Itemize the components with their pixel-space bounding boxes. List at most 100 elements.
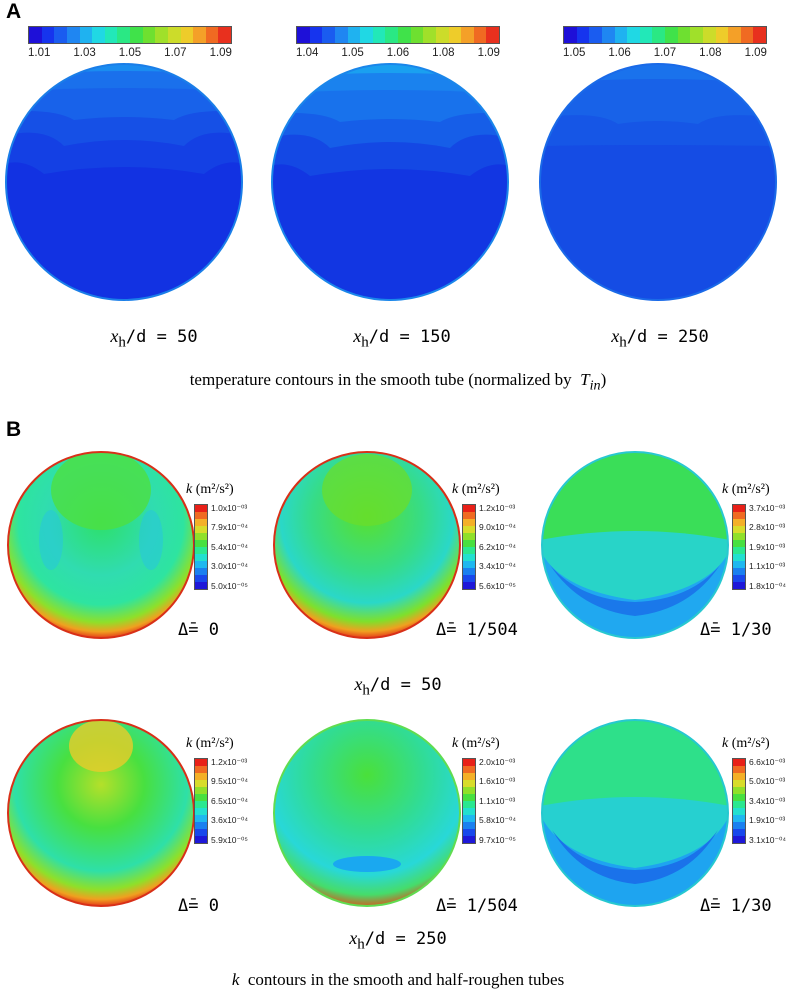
delta-label-r1-c2: Δ̄= 1/504	[436, 620, 518, 640]
colorbar-a2: 1.04 1.05 1.06 1.08 1.09	[296, 26, 500, 59]
colorbar-tick: 1.08	[432, 47, 455, 59]
colorbar-tick: 1.05	[563, 47, 586, 59]
k-tick: 3.6x10⁻⁰⁴	[211, 815, 249, 826]
caption-symbol: k	[231, 970, 240, 989]
temperature-contour-a3	[539, 63, 777, 301]
position-label-a1: xh/d = 50	[74, 326, 234, 352]
colorbar-tick: 1.05	[118, 47, 142, 59]
position-sub: h	[357, 936, 365, 953]
k-colorbar-r2-c2	[462, 758, 476, 844]
colorbar-tick: 1.08	[699, 47, 722, 59]
k-tick: 3.7x10⁻⁰³	[749, 503, 786, 513]
panel-b-label: B	[6, 418, 22, 441]
position-rest: /d = 50	[125, 327, 198, 347]
position-rest: /d = 50	[369, 675, 442, 695]
k-contour-r2-c2	[273, 719, 461, 907]
k-title: k (m²/s²)	[722, 736, 770, 751]
k-tick: 1.1x10⁻⁰³	[749, 561, 786, 572]
k-tick: 6.5x10⁻⁰⁴	[211, 795, 249, 806]
position-var: x	[349, 928, 358, 948]
caption-symbol: T	[580, 370, 590, 389]
position-label-a2: xh/d = 150	[322, 326, 482, 352]
colorbar-tick: 1.05	[341, 47, 364, 59]
delta-label-r2-c1: Δ̄= 0	[178, 896, 219, 916]
k-title: k (m²/s²)	[452, 736, 500, 751]
delta-label-r1-c1: Δ̄= 0	[178, 620, 219, 640]
position-var: x	[353, 326, 362, 346]
colorbar-tick: 1.06	[608, 47, 631, 59]
position-sub: h	[118, 334, 126, 351]
colorbar-tick: 1.07	[164, 47, 187, 59]
k-tick: 1.6x10⁻⁰³	[479, 776, 516, 787]
position-rest: /d = 150	[368, 327, 451, 347]
k-tick: 1.1x10⁻⁰³	[479, 795, 516, 806]
k-title: k (m²/s²)	[186, 482, 234, 497]
colorbar-a3-gradient	[563, 26, 767, 44]
panel-a-label: A	[6, 0, 22, 23]
k-contour-r1-c3	[541, 451, 729, 639]
colorbar-tick: 1.09	[744, 47, 767, 59]
position-var: x	[611, 326, 620, 346]
k-colorbar-r1-c3	[732, 504, 746, 590]
position-label-a3: xh/d = 250	[580, 326, 740, 352]
k-tick: 1.9x10⁻⁰³	[749, 815, 786, 826]
colorbar-tick: 1.03	[73, 47, 96, 59]
k-colorbar-r2-c1	[194, 758, 208, 844]
position-var: x	[354, 674, 363, 694]
caption-text: temperature contours in the smooth tube …	[189, 370, 572, 389]
colorbar-a3: 1.05 1.06 1.07 1.08 1.09	[563, 26, 767, 59]
colorbar-tick: 1.07	[653, 47, 677, 59]
position-sub: h	[361, 334, 369, 351]
k-tick: 1.2x10⁻⁰³	[211, 757, 248, 767]
delta-label-r2-c2: Δ̄= 1/504	[436, 896, 518, 916]
k-tick: 2.0x10⁻⁰³	[479, 757, 516, 767]
k-colorbar-r2-c3	[732, 758, 746, 844]
k-tick: 6.6x10⁻⁰³	[749, 757, 786, 767]
k-title: k (m²/s²)	[186, 736, 234, 751]
k-tick: 7.9x10⁻⁰⁴	[211, 522, 249, 533]
position-label-b2: xh/d = 250	[318, 928, 478, 954]
position-sub: h	[362, 682, 370, 699]
k-tick: 2.8x10⁻⁰³	[749, 522, 786, 533]
k-tick: 3.0x10⁻⁰⁴	[211, 561, 249, 572]
delta-label-r2-c3: Δ̄= 1/30	[700, 896, 772, 916]
position-sub: h	[619, 334, 627, 351]
temperature-contour-a2	[271, 63, 509, 301]
k-tick: 5.4x10⁻⁰⁴	[211, 541, 249, 552]
k-tick: 3.1x10⁻⁰⁴	[749, 834, 787, 845]
k-contour-r2-c3	[541, 719, 729, 907]
k-tick: 3.4x10⁻⁰⁴	[479, 561, 517, 572]
delta-label-r1-c3: Δ̄= 1/30	[700, 620, 772, 640]
caption-text: contours in the smooth and half-roughen …	[247, 970, 565, 989]
k-tick: 1.0x10⁻⁰³	[211, 503, 248, 513]
position-rest: /d = 250	[626, 327, 709, 347]
temperature-contour-a1	[5, 63, 243, 301]
k-tick: 5.9x10⁻⁰⁵	[211, 834, 248, 845]
colorbar-tick: 1.09	[209, 47, 232, 59]
panel-b-caption: k contours in the smooth and half-roughe…	[0, 970, 796, 990]
k-tick: 5.0x10⁻⁰³	[749, 776, 786, 787]
k-title: k (m²/s²)	[452, 482, 500, 497]
colorbar-tick: 1.06	[386, 47, 410, 59]
colorbar-a1-gradient	[28, 26, 232, 44]
k-tick: 1.9x10⁻⁰³	[749, 541, 786, 552]
k-contour-r1-c2	[273, 451, 461, 639]
position-label-b1: xh/d = 50	[318, 674, 478, 700]
k-tick: 1.8x10⁻⁰⁴	[749, 580, 787, 591]
k-contour-r1-c1	[7, 451, 195, 639]
k-tick: 5.8x10⁻⁰⁴	[479, 815, 517, 826]
k-tick: 6.2x10⁻⁰⁴	[479, 541, 517, 552]
position-rest: /d = 250	[364, 929, 447, 949]
colorbar-tick: 1.09	[477, 47, 500, 59]
colorbar-a1: 1.01 1.03 1.05 1.07 1.09	[28, 26, 232, 59]
position-var: x	[110, 326, 119, 346]
k-colorbar-r1-c1	[194, 504, 208, 590]
colorbar-tick: 1.04	[296, 47, 319, 59]
colorbar-tick: 1.01	[28, 47, 51, 59]
k-contour-r2-c1	[7, 719, 195, 907]
k-tick: 9.5x10⁻⁰⁴	[211, 776, 249, 787]
panel-a-caption: temperature contours in the smooth tube …	[0, 370, 796, 394]
k-tick: 5.0x10⁻⁰⁵	[211, 580, 248, 591]
caption-sub: in	[589, 377, 601, 394]
k-tick: 9.0x10⁻⁰⁴	[479, 522, 517, 533]
